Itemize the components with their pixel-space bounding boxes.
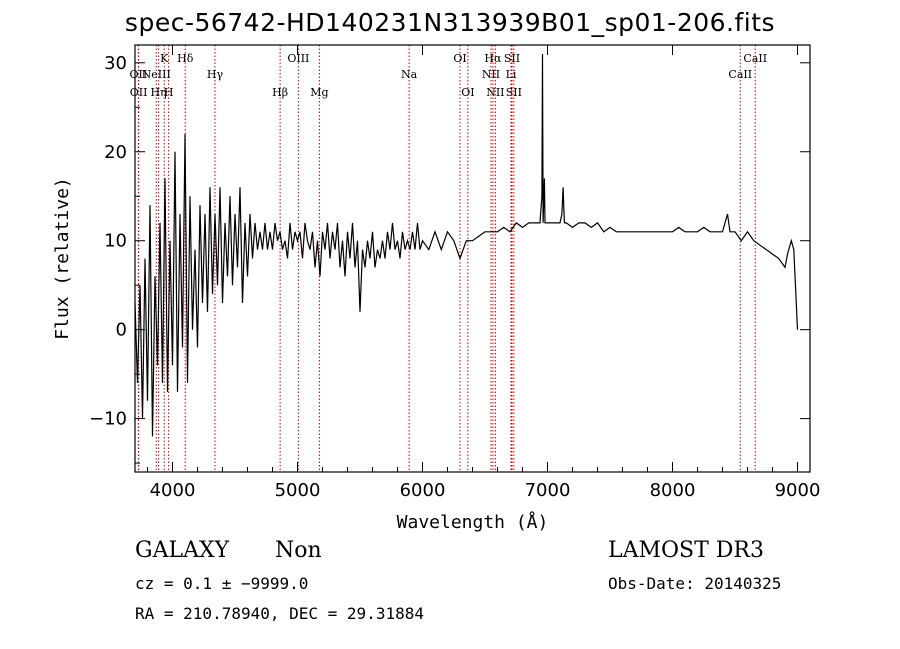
x-axis-label: Wavelength (Å): [397, 511, 549, 533]
chart-title: spec-56742-HD140231N313939B01_sp01-206.f…: [124, 8, 776, 37]
line-label: OII: [130, 68, 148, 81]
y-tick-label: −10: [89, 409, 127, 430]
line-label: OII: [130, 86, 148, 99]
x-tick-label: 7000: [525, 480, 571, 501]
line-label: NII: [482, 68, 500, 81]
y-tick-label: 10: [104, 231, 127, 252]
x-tick-label: 4000: [150, 480, 196, 501]
x-tick-label: 8000: [650, 480, 696, 501]
line-label: Hγ: [207, 68, 224, 81]
line-label: OI: [453, 52, 466, 65]
x-tick-label: 5000: [275, 480, 321, 501]
plot-frame: [134, 44, 811, 473]
y-tick-label: 20: [104, 142, 127, 163]
line-label: Mg: [310, 86, 328, 99]
line-label: SII: [506, 86, 522, 99]
line-label: SII: [504, 52, 520, 65]
line-label: K: [160, 52, 169, 65]
line-label: Na: [401, 68, 418, 81]
object-subclass: Non: [275, 538, 322, 563]
line-label: Li: [506, 68, 517, 81]
redshift-cz: cz = 0.1 ± −9999.0: [135, 574, 309, 593]
line-label: NII: [486, 86, 504, 99]
survey-name: LAMOST DR3: [608, 538, 764, 563]
line-label: Hα: [484, 52, 502, 65]
line-label: CaII: [743, 52, 767, 65]
spectrum-line: [134, 53, 799, 437]
line-label: NeIII: [142, 68, 171, 81]
y-tick-label: 0: [116, 320, 127, 341]
line-label: Hβ: [272, 86, 288, 99]
line-label: OI: [461, 86, 474, 99]
y-axis-label: Flux (relative): [52, 177, 73, 340]
obs-date: Obs-Date: 20140325: [608, 574, 782, 593]
line-label: OIII: [287, 52, 309, 65]
x-tick-label: 6000: [400, 480, 446, 501]
line-label: H: [164, 86, 174, 99]
line-label: Hη: [151, 86, 167, 99]
line-label: Hδ: [177, 52, 194, 65]
y-tick-label: 30: [104, 53, 127, 74]
x-tick-label: 9000: [775, 480, 821, 501]
line-label: CaII: [728, 68, 752, 81]
object-class: GALAXY: [135, 538, 230, 563]
ra-dec: RA = 210.78940, DEC = 29.31884: [135, 604, 424, 623]
